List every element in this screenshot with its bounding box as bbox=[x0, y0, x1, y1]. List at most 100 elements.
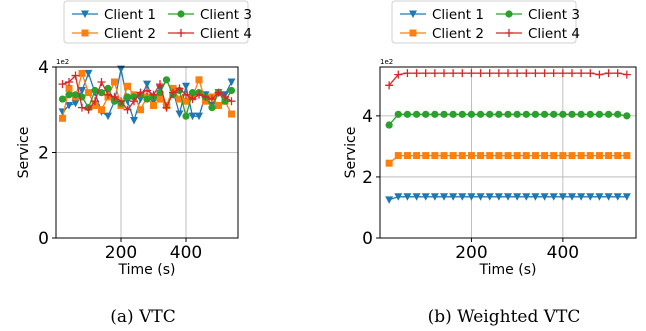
data-point bbox=[196, 76, 203, 83]
data-point bbox=[596, 152, 603, 159]
data-point bbox=[459, 152, 466, 159]
data-point bbox=[182, 113, 189, 120]
data-point bbox=[150, 102, 157, 109]
panel-caption: (a) VTC bbox=[110, 307, 175, 327]
data-point bbox=[578, 111, 585, 118]
data-point bbox=[514, 111, 521, 118]
data-point bbox=[441, 152, 448, 159]
data-point bbox=[505, 152, 512, 159]
data-point bbox=[403, 69, 411, 77]
data-point bbox=[522, 69, 530, 77]
data-point bbox=[137, 106, 144, 113]
data-point bbox=[98, 78, 106, 86]
data-point bbox=[614, 69, 622, 77]
data-point bbox=[605, 152, 612, 159]
x-tick-label: 400 bbox=[547, 243, 579, 263]
data-point bbox=[477, 69, 485, 77]
data-point bbox=[228, 78, 236, 86]
data-point bbox=[422, 152, 429, 159]
data-point bbox=[559, 69, 567, 77]
y-multiplier: 1e2 bbox=[380, 58, 393, 66]
data-point bbox=[623, 112, 630, 119]
data-point bbox=[541, 111, 548, 118]
data-point bbox=[449, 69, 457, 77]
data-point bbox=[541, 152, 548, 159]
data-point bbox=[59, 115, 66, 122]
legend-label: Client 4 bbox=[528, 26, 580, 42]
y-tick-label: 2 bbox=[362, 168, 373, 188]
data-point bbox=[559, 152, 566, 159]
data-point bbox=[422, 111, 429, 118]
data-point bbox=[59, 95, 66, 102]
panel-caption: (b) Weighted VTC bbox=[428, 307, 581, 327]
data-point bbox=[431, 152, 438, 159]
y-tick-label: 4 bbox=[362, 107, 373, 127]
legend-label: Client 3 bbox=[200, 7, 252, 23]
data-point bbox=[228, 97, 236, 105]
series-4 bbox=[385, 69, 631, 89]
data-point bbox=[523, 152, 530, 159]
series-3 bbox=[386, 111, 631, 129]
data-point bbox=[468, 152, 475, 159]
data-point bbox=[577, 69, 585, 77]
data-point bbox=[440, 111, 447, 118]
legend-marker bbox=[177, 10, 184, 17]
data-point bbox=[143, 95, 150, 102]
legend-marker bbox=[410, 30, 417, 37]
legend-label: Client 1 bbox=[432, 7, 484, 23]
data-point bbox=[450, 152, 457, 159]
data-point bbox=[532, 152, 539, 159]
data-point bbox=[458, 69, 466, 77]
data-point bbox=[385, 196, 393, 204]
y-tick-label: 0 bbox=[38, 229, 49, 249]
legend-label: Client 1 bbox=[104, 7, 156, 23]
data-point bbox=[124, 83, 131, 90]
data-point bbox=[182, 83, 190, 91]
chart-panel-2: 200 4000241e2Time (s)ServiceClient 1Clien… bbox=[343, 1, 636, 327]
data-point bbox=[130, 117, 138, 125]
data-point bbox=[176, 111, 184, 119]
data-point bbox=[550, 152, 557, 159]
x-tick-label: 200 bbox=[455, 243, 487, 263]
data-point bbox=[98, 106, 105, 113]
data-point bbox=[111, 78, 118, 85]
data-point bbox=[541, 69, 549, 77]
data-point bbox=[578, 152, 585, 159]
data-point bbox=[586, 69, 594, 77]
legend-label: Client 3 bbox=[528, 7, 580, 23]
data-point bbox=[495, 152, 502, 159]
legend-marker bbox=[505, 10, 512, 17]
data-point bbox=[143, 87, 151, 95]
data-point bbox=[65, 91, 72, 98]
x-tick-label: 200 bbox=[105, 243, 137, 263]
x-axis-label: Time (s) bbox=[118, 262, 176, 278]
y-axis-label: Service bbox=[16, 127, 32, 179]
data-point bbox=[623, 71, 631, 79]
data-point bbox=[157, 96, 164, 103]
data-point bbox=[431, 69, 439, 77]
data-point bbox=[72, 91, 79, 98]
data-point bbox=[559, 111, 566, 118]
x-axis-label: Time (s) bbox=[479, 262, 537, 278]
data-point bbox=[395, 152, 402, 159]
data-point bbox=[208, 104, 215, 111]
data-point bbox=[486, 111, 493, 118]
data-point bbox=[467, 69, 475, 77]
legend: Client 1 Client 2 Client 3 Client 4 bbox=[64, 1, 252, 43]
y-tick-label: 2 bbox=[38, 144, 49, 164]
data-point bbox=[413, 111, 420, 118]
data-point bbox=[486, 69, 494, 77]
data-point bbox=[215, 102, 222, 109]
y-tick-label: 4 bbox=[38, 58, 49, 78]
data-point bbox=[124, 93, 131, 100]
data-point bbox=[85, 89, 92, 96]
data-point bbox=[596, 111, 603, 118]
data-point bbox=[514, 152, 521, 159]
data-point bbox=[163, 76, 170, 83]
data-point bbox=[614, 111, 621, 118]
data-point bbox=[531, 69, 539, 77]
data-point bbox=[477, 152, 484, 159]
data-point bbox=[623, 152, 630, 159]
data-point bbox=[477, 111, 484, 118]
